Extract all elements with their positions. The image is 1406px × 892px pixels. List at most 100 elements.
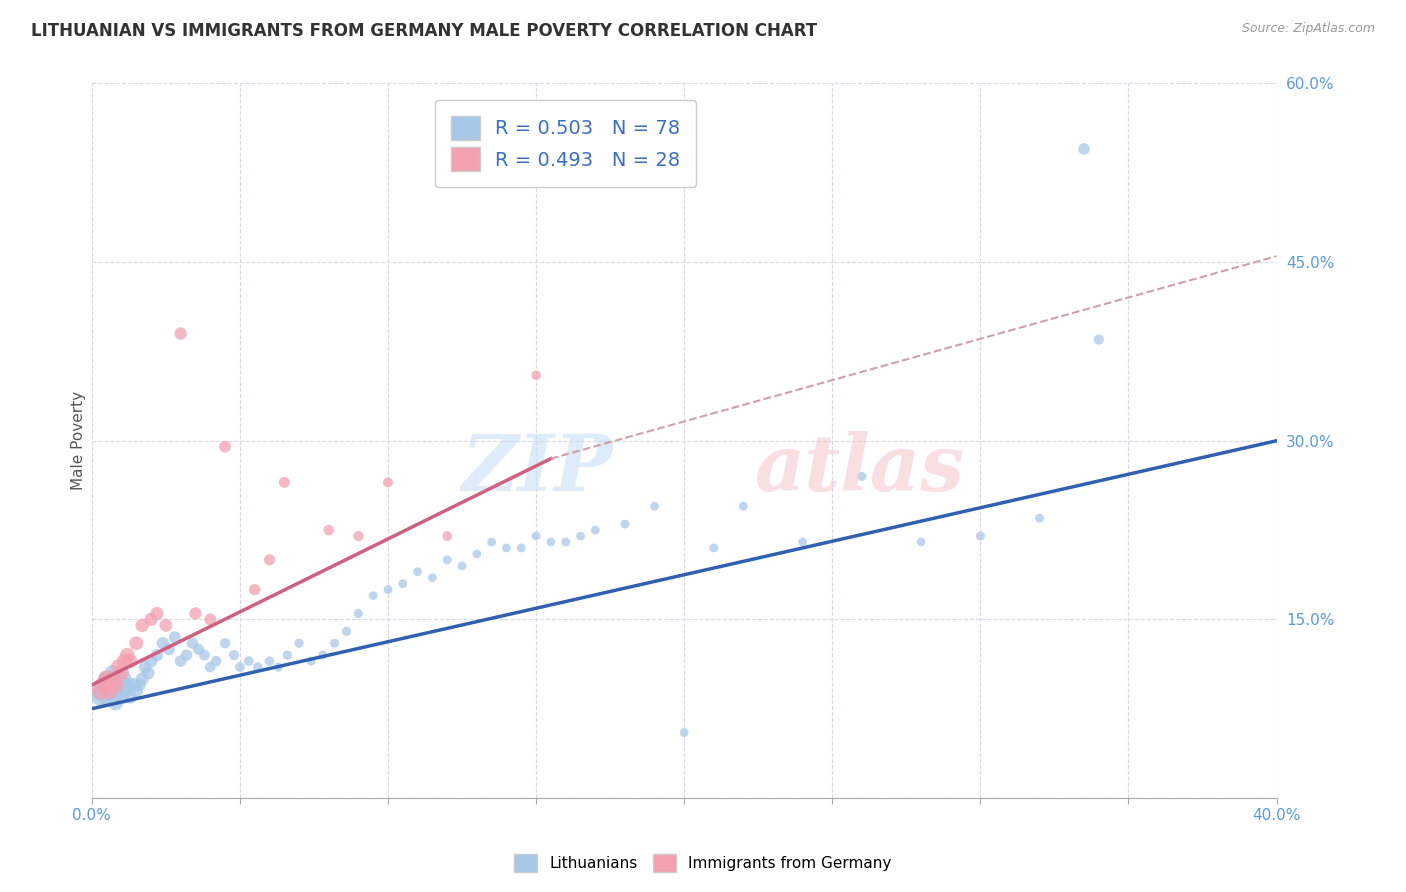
Point bbox=[312, 648, 335, 662]
Point bbox=[323, 636, 346, 650]
Point bbox=[613, 517, 636, 532]
Point bbox=[181, 636, 204, 650]
Point bbox=[101, 678, 124, 692]
Point bbox=[792, 535, 814, 549]
Point bbox=[495, 541, 517, 555]
Point bbox=[451, 558, 474, 573]
Point bbox=[391, 576, 413, 591]
Point bbox=[117, 648, 139, 662]
Point bbox=[157, 642, 180, 657]
Point bbox=[136, 665, 159, 680]
Point bbox=[120, 690, 142, 704]
Point bbox=[96, 690, 118, 704]
Point bbox=[214, 440, 236, 454]
Point bbox=[510, 541, 533, 555]
Point bbox=[377, 475, 399, 490]
Point bbox=[481, 535, 503, 549]
Text: LITHUANIAN VS IMMIGRANTS FROM GERMANY MALE POVERTY CORRELATION CHART: LITHUANIAN VS IMMIGRANTS FROM GERMANY MA… bbox=[31, 22, 817, 40]
Point bbox=[112, 654, 135, 668]
Point bbox=[288, 636, 311, 650]
Point bbox=[120, 654, 142, 668]
Point bbox=[93, 678, 115, 692]
Point bbox=[169, 326, 191, 341]
Text: atlas: atlas bbox=[755, 431, 965, 508]
Point bbox=[125, 684, 148, 698]
Point bbox=[134, 660, 156, 674]
Point bbox=[107, 672, 129, 686]
Point bbox=[110, 690, 132, 704]
Point bbox=[910, 535, 932, 549]
Point bbox=[96, 672, 118, 686]
Point bbox=[146, 607, 169, 621]
Point bbox=[259, 654, 281, 668]
Text: Source: ZipAtlas.com: Source: ZipAtlas.com bbox=[1241, 22, 1375, 36]
Point bbox=[131, 618, 153, 632]
Point bbox=[238, 654, 260, 668]
Point bbox=[112, 684, 135, 698]
Point bbox=[110, 665, 132, 680]
Point bbox=[361, 589, 384, 603]
Point bbox=[377, 582, 399, 597]
Point bbox=[267, 660, 290, 674]
Point bbox=[1088, 333, 1111, 347]
Point bbox=[299, 654, 322, 668]
Point bbox=[703, 541, 725, 555]
Point bbox=[969, 529, 991, 543]
Point bbox=[1073, 142, 1095, 156]
Point bbox=[107, 684, 129, 698]
Point bbox=[101, 665, 124, 680]
Point bbox=[146, 648, 169, 662]
Point bbox=[155, 618, 177, 632]
Point bbox=[184, 607, 207, 621]
Point bbox=[243, 582, 266, 597]
Point bbox=[96, 672, 118, 686]
Point bbox=[169, 654, 191, 668]
Point bbox=[117, 678, 139, 692]
Point bbox=[1028, 511, 1050, 525]
Point bbox=[98, 684, 121, 698]
Point bbox=[524, 529, 547, 543]
Point bbox=[229, 660, 252, 674]
Point bbox=[318, 523, 340, 537]
Point bbox=[222, 648, 245, 662]
Point bbox=[422, 571, 444, 585]
Legend: R = 0.503   N = 78, R = 0.493   N = 28: R = 0.503 N = 78, R = 0.493 N = 28 bbox=[436, 100, 696, 186]
Point bbox=[554, 535, 576, 549]
Point bbox=[152, 636, 174, 650]
Point bbox=[131, 672, 153, 686]
Point bbox=[104, 678, 127, 692]
Point bbox=[851, 469, 873, 483]
Point bbox=[733, 500, 755, 514]
Point bbox=[436, 529, 458, 543]
Text: ZIP: ZIP bbox=[461, 431, 613, 508]
Point bbox=[583, 523, 606, 537]
Point bbox=[214, 636, 236, 650]
Point bbox=[176, 648, 198, 662]
Point bbox=[673, 725, 696, 739]
Point bbox=[107, 660, 129, 674]
Point bbox=[347, 607, 370, 621]
Point bbox=[200, 660, 222, 674]
Point bbox=[569, 529, 592, 543]
Point bbox=[193, 648, 215, 662]
Point bbox=[163, 630, 186, 644]
Point bbox=[524, 368, 547, 383]
Point bbox=[540, 535, 562, 549]
Point bbox=[276, 648, 298, 662]
Point bbox=[187, 642, 209, 657]
Point bbox=[101, 672, 124, 686]
Point bbox=[465, 547, 488, 561]
Point bbox=[200, 612, 222, 626]
Point bbox=[246, 660, 269, 674]
Point bbox=[273, 475, 295, 490]
Point bbox=[335, 624, 357, 639]
Point bbox=[205, 654, 228, 668]
Legend: Lithuanians, Immigrants from Germany: Lithuanians, Immigrants from Germany bbox=[506, 846, 900, 880]
Point bbox=[98, 672, 121, 686]
Point bbox=[436, 553, 458, 567]
Point bbox=[139, 654, 162, 668]
Point bbox=[112, 672, 135, 686]
Point bbox=[347, 529, 370, 543]
Point bbox=[87, 684, 110, 698]
Point bbox=[104, 696, 127, 710]
